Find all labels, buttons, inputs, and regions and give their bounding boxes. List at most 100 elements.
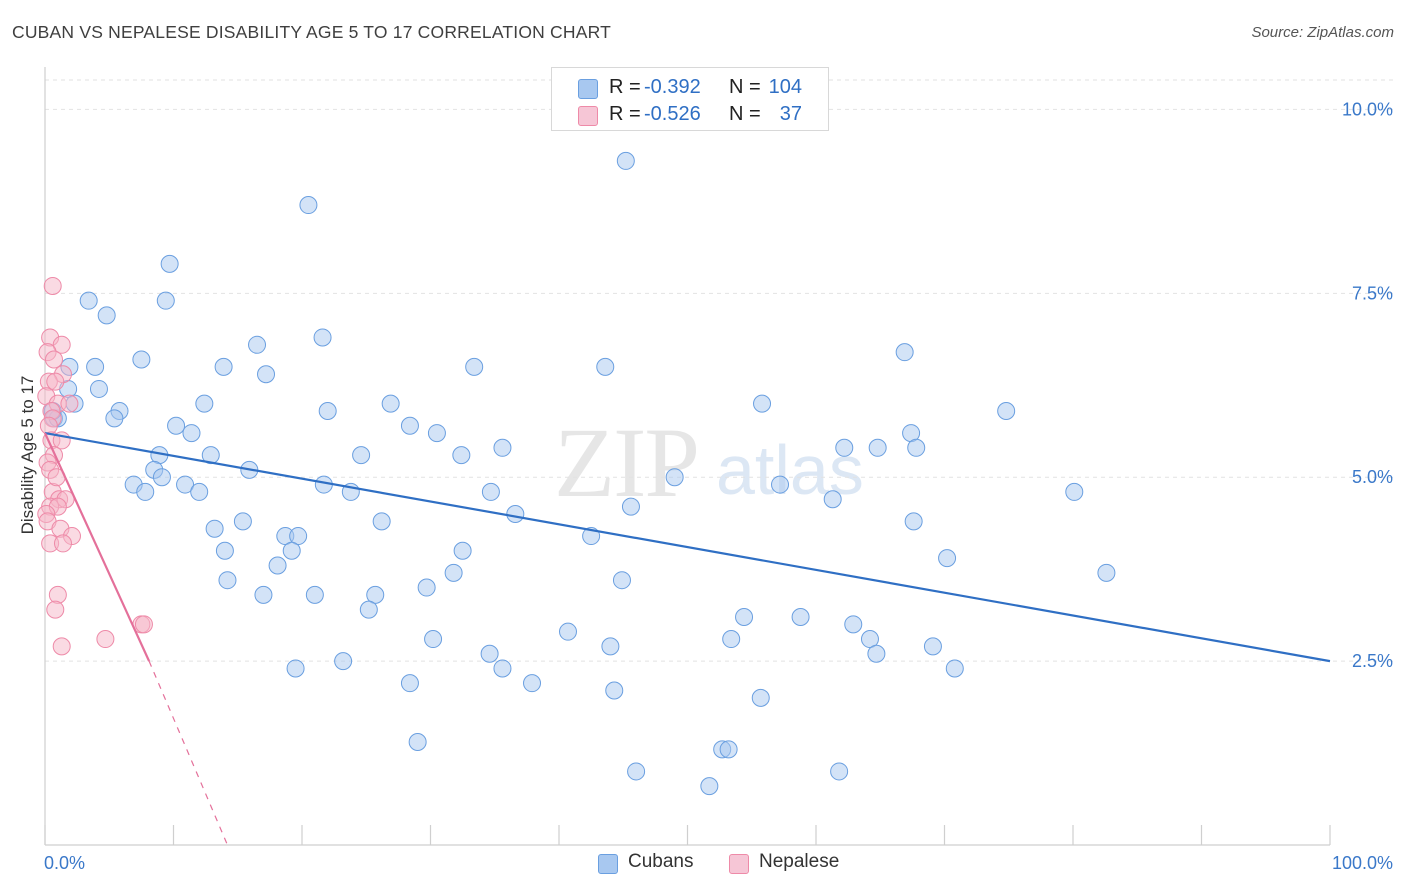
cuban-point [1097, 563, 1116, 582]
cuban-point [167, 416, 186, 435]
legend-row-cubans: R = -0.392 N = 104 [552, 75, 828, 101]
nepalese-point [46, 600, 65, 619]
cuban-point [904, 512, 923, 531]
cuban-point [465, 357, 484, 376]
cuban-point [156, 291, 175, 310]
nepalese-point [96, 630, 115, 649]
cubans-points [43, 151, 1116, 796]
cuban-point [400, 674, 419, 693]
legend-r-value: -0.392 [644, 76, 701, 98]
cubans-swatch [598, 854, 618, 874]
y-tick-label: 2.5% [1352, 651, 1393, 671]
cuban-point [195, 394, 214, 413]
cuban-point [481, 482, 500, 501]
axes [44, 67, 1331, 846]
nepalese-trend-extension [148, 660, 229, 846]
cuban-point [506, 504, 525, 523]
legend-n-label: N = [729, 76, 761, 98]
cuban-point [190, 482, 209, 501]
cubans-label: Cubans [628, 851, 694, 872]
cuban-point [408, 733, 427, 752]
cuban-point [424, 630, 443, 649]
cuban-point [771, 475, 790, 494]
cuban-point [372, 512, 391, 531]
cuban-point [233, 512, 252, 531]
cuban-point [605, 681, 624, 700]
cuban-point [719, 740, 738, 759]
chart-title: CUBAN VS NEPALESE DISABILITY AGE 5 TO 17… [12, 22, 612, 42]
source-label: Source: ZipAtlas.com [1251, 24, 1394, 41]
legend-swatch-cubans [578, 79, 598, 99]
cuban-point [493, 659, 512, 678]
cuban-point [79, 291, 98, 310]
nepalese-point [134, 615, 153, 634]
cuban-point [417, 578, 436, 597]
legend-n-value: 37 [779, 103, 802, 125]
cuban-point [299, 196, 318, 215]
cuban-point [621, 497, 640, 516]
legend-n-value: 104 [768, 76, 802, 98]
cubans-trend-line [44, 431, 1331, 663]
legend-r-label: R = [609, 76, 641, 98]
cuban-point [136, 482, 155, 501]
nepalese-point [46, 372, 65, 391]
cuban-point [400, 416, 419, 435]
nepalese-trend-line [43, 432, 151, 662]
cuban-point [596, 357, 615, 376]
cuban-point [700, 777, 719, 796]
cuban-point [830, 762, 849, 781]
nepalese-point [44, 350, 63, 369]
y-tick-label: 10.0% [1342, 99, 1393, 119]
cuban-point [722, 630, 741, 649]
cuban-point [318, 402, 337, 421]
cuban-point [257, 365, 276, 384]
cuban-point [214, 357, 233, 376]
cuban-point [558, 622, 577, 641]
cuban-point [132, 350, 151, 369]
legend-r-label: R = [609, 103, 641, 125]
grid-lines [45, 79, 1393, 662]
cuban-point [97, 306, 116, 325]
nepalese-swatch [729, 854, 749, 874]
cuban-point [823, 490, 842, 509]
cuban-point [493, 438, 512, 457]
nepalese-point [48, 585, 67, 604]
cuban-point [868, 438, 887, 457]
cuban-point [89, 379, 108, 398]
cuban-point [523, 674, 542, 693]
cuban-point [735, 607, 754, 626]
cuban-point [254, 585, 273, 604]
legend-row-nepalese: R = -0.526 N = 37 [552, 102, 828, 128]
cuban-point [753, 394, 772, 413]
cuban-point [201, 446, 220, 465]
legend-swatch-nepalese [578, 106, 598, 126]
cuban-point [791, 607, 810, 626]
cuban-point [334, 652, 353, 671]
cuban-point [86, 357, 105, 376]
cuban-point [867, 644, 886, 663]
cuban-point [601, 637, 620, 656]
cuban-point [152, 468, 171, 487]
trend-lines [43, 431, 1331, 846]
nepalese-point [52, 637, 71, 656]
cuban-point [352, 446, 371, 465]
nepalese-point [43, 276, 62, 295]
cuban-point [907, 438, 926, 457]
cuban-point [923, 637, 942, 656]
cuban-point [182, 424, 201, 443]
nepalese-points [37, 276, 153, 656]
cuban-point [176, 475, 195, 494]
cuban-point [313, 328, 332, 347]
cuban-point [1065, 482, 1084, 501]
cuban-point [627, 762, 646, 781]
cuban-point [453, 541, 472, 560]
cuban-point [997, 402, 1016, 421]
cuban-point [218, 571, 237, 590]
y-tick-label: 5.0% [1352, 467, 1393, 487]
cuban-point [612, 571, 631, 590]
cuban-point [381, 394, 400, 413]
cuban-point [268, 556, 287, 575]
y-axis-label: Disability Age 5 to 17 [18, 376, 37, 535]
cuban-point [305, 585, 324, 604]
